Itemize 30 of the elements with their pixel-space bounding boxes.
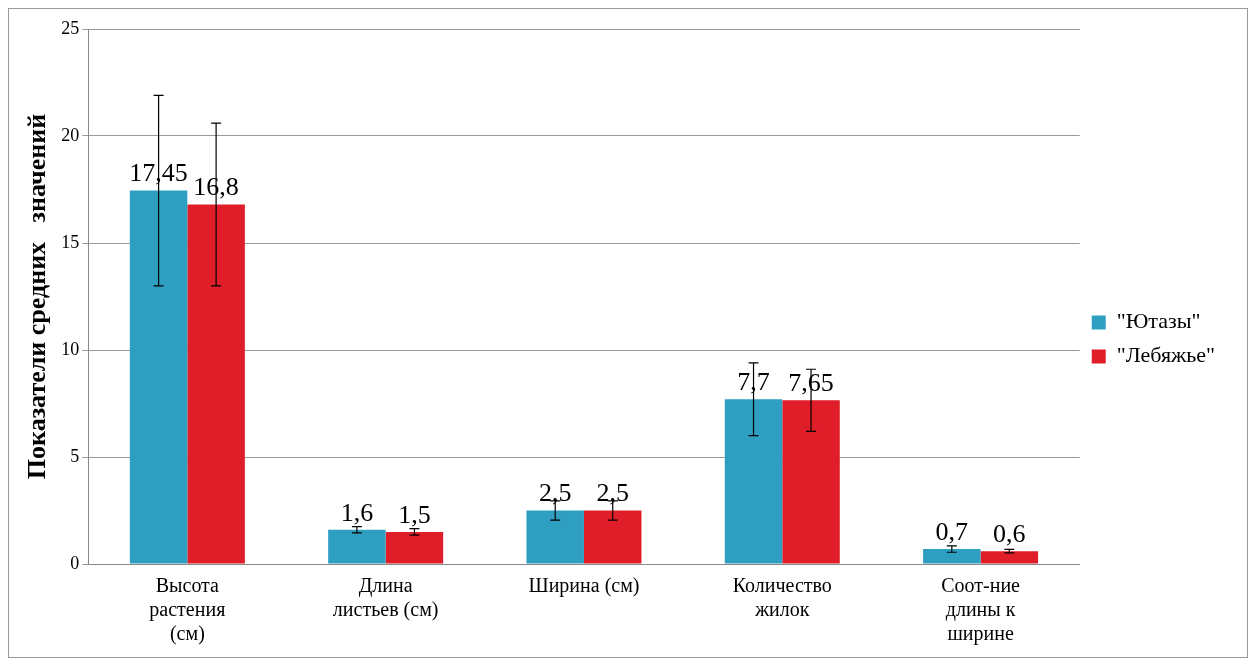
- bar: [980, 551, 1039, 564]
- bar: [526, 510, 584, 564]
- y-axis-title: Показатели средних значений: [22, 113, 52, 480]
- x-tick-label: Ширина (см): [528, 574, 640, 598]
- legend-label: "Ютазы": [1116, 308, 1201, 334]
- data-label: 0,7: [935, 516, 969, 546]
- data-label: 1,6: [340, 497, 374, 527]
- data-label: 2,5: [596, 478, 629, 508]
- bar: [923, 549, 981, 564]
- data-label: 1,5: [398, 499, 431, 529]
- y-tick-label: 0: [70, 552, 80, 573]
- x-tick-label: Соот-ние длины к ширине: [941, 574, 1021, 646]
- bar: [385, 531, 444, 564]
- bar: [328, 529, 386, 564]
- bar: [782, 400, 840, 564]
- y-tick-label: 25: [61, 17, 80, 38]
- data-label: 0,6: [993, 518, 1026, 548]
- x-tick-label: Количество жилок: [732, 574, 832, 621]
- x-tick-label: Высота растения (см): [149, 574, 226, 646]
- bar: [583, 510, 642, 564]
- bar: [129, 190, 188, 564]
- y-tick-label: 10: [61, 338, 80, 359]
- y-tick-label: 15: [61, 231, 80, 252]
- x-tick-label: Длина листьев (см): [332, 574, 439, 622]
- bar: [724, 399, 783, 564]
- y-tick-label: 20: [61, 124, 80, 145]
- y-tick-label: 5: [70, 445, 80, 466]
- bar: [187, 204, 245, 564]
- legend-label: "Лебяжье": [1116, 342, 1216, 368]
- data-label: 2,5: [538, 478, 572, 508]
